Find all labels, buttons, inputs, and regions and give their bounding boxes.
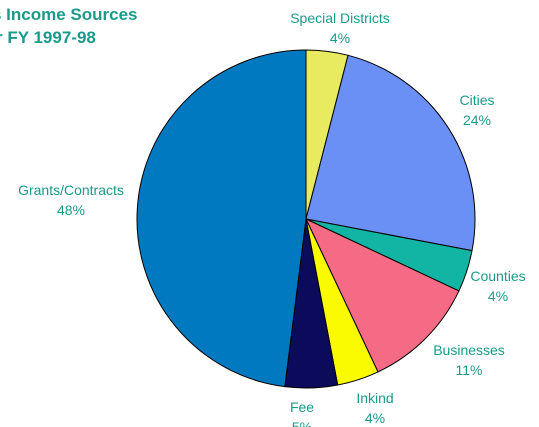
pie-slice-businesses [304,217,460,373]
slice-label: Inkind [356,390,393,406]
slice-label: Cities [459,92,494,108]
slice-value-label: 5% [292,419,312,427]
slice-value-label: 48% [57,202,85,218]
slice-value-label: 4% [488,288,508,304]
slice-value-label: 4% [330,30,350,46]
slice-label: Special Districts [290,10,390,26]
slice-label: Fee [290,399,314,415]
slice-value-label: 4% [365,410,385,426]
slice-value-label: 24% [463,112,491,128]
pie-slice-cities [305,54,476,252]
chart-title-line-1: s Income Sources [0,5,138,24]
slice-value-label: 11% [456,362,483,378]
chart-title-line-2: r FY 1997-98 [0,28,96,47]
slice-label: Counties [470,268,525,284]
pie-labels: Special Districts 4% Cities 24% Counties 4% Bu… [18,10,526,427]
pie-slice-grants-contracts [136,49,307,388]
slice-label: Businesses [433,342,505,358]
slice-label: Grants/Contracts [18,182,124,198]
pie-slices [136,49,476,389]
